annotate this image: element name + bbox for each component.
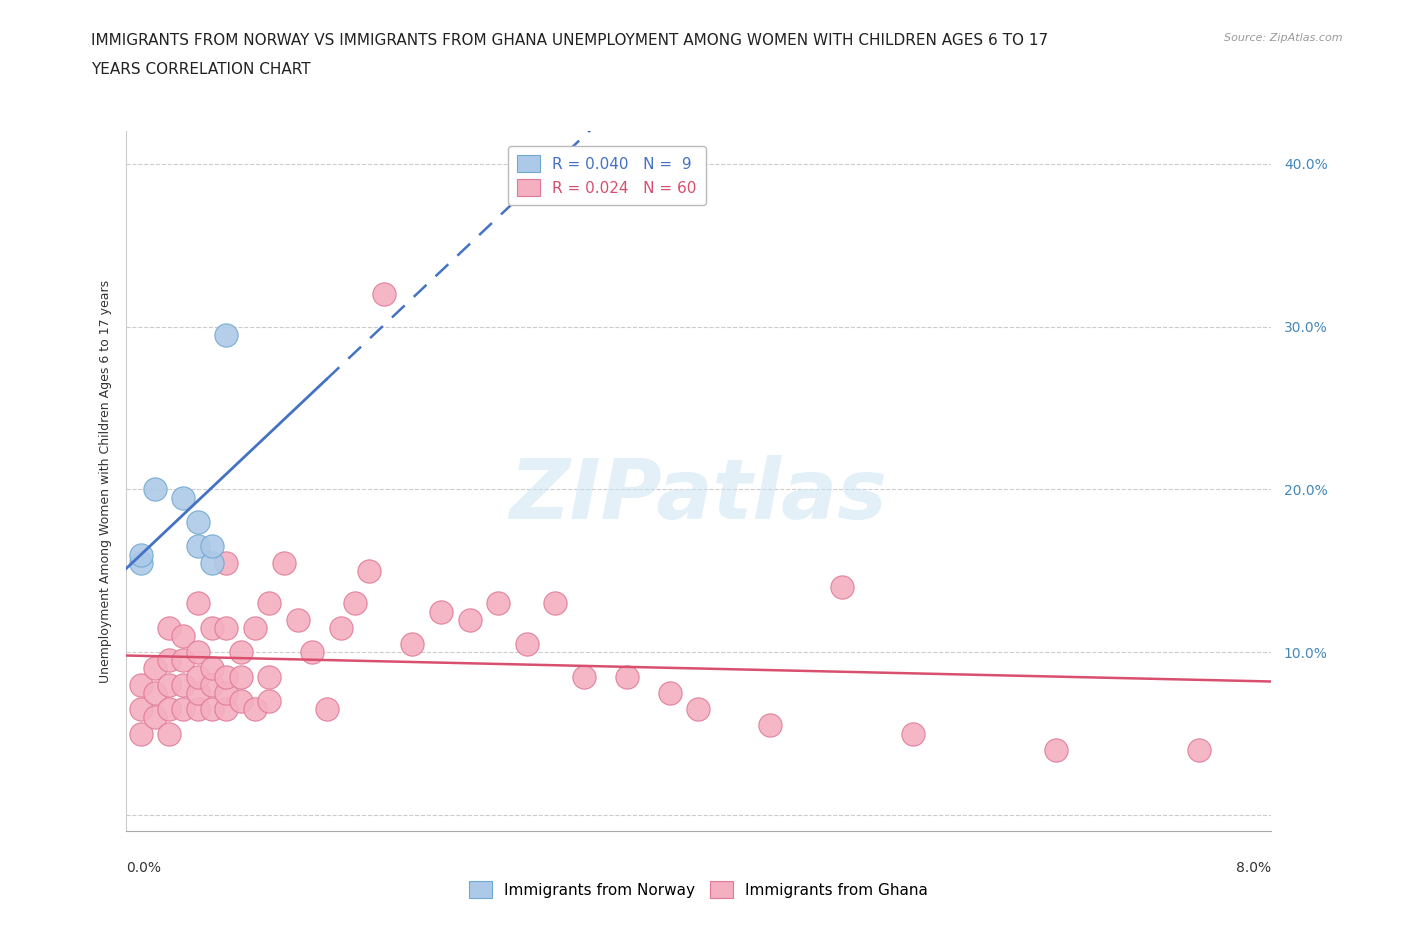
Point [688, 702, 710, 717]
Point [1188, 742, 1211, 757]
Text: IMMIGRANTS FROM NORWAY VS IMMIGRANTS FROM GHANA UNEMPLOYMENT AMONG WOMEN WITH CH: IMMIGRANTS FROM NORWAY VS IMMIGRANTS FRO… [91, 33, 1049, 47]
Point [373, 286, 395, 301]
Point [187, 539, 209, 554]
Point [187, 596, 209, 611]
Point [157, 702, 180, 717]
Point [129, 555, 152, 570]
Point [201, 677, 224, 692]
Point [430, 604, 453, 619]
Point [458, 612, 481, 627]
Point [544, 596, 567, 611]
Point [172, 490, 194, 505]
Point [201, 555, 224, 570]
Point [187, 670, 209, 684]
Point [301, 644, 323, 659]
Point [344, 596, 367, 611]
Point [259, 596, 281, 611]
Point [243, 702, 266, 717]
Point [172, 629, 194, 644]
Text: YEARS CORRELATION CHART: YEARS CORRELATION CHART [91, 62, 311, 77]
Point [215, 555, 238, 570]
Point [229, 670, 252, 684]
Point [215, 685, 238, 700]
Point [616, 670, 638, 684]
Point [129, 547, 152, 562]
Point [129, 726, 152, 741]
Point [259, 694, 281, 709]
Point [658, 685, 681, 700]
Point [315, 702, 337, 717]
Point [273, 555, 295, 570]
Point [172, 653, 194, 668]
Text: 8.0%: 8.0% [1236, 861, 1271, 875]
Point [516, 637, 538, 652]
Point [1045, 742, 1067, 757]
Point [259, 670, 281, 684]
Y-axis label: Unemployment Among Women with Children Ages 6 to 17 years: Unemployment Among Women with Children A… [100, 280, 112, 683]
Point [759, 718, 782, 733]
Point [172, 677, 194, 692]
Point [243, 620, 266, 635]
Point [143, 482, 166, 497]
Point [201, 661, 224, 676]
Point [215, 670, 238, 684]
Point [215, 327, 238, 342]
Text: ZIPatlas: ZIPatlas [509, 455, 887, 536]
Point [831, 579, 853, 594]
Point [172, 702, 194, 717]
Point [287, 612, 309, 627]
Point [359, 564, 381, 578]
Point [143, 661, 166, 676]
Point [157, 677, 180, 692]
Point [215, 620, 238, 635]
Point [187, 514, 209, 529]
Point [157, 726, 180, 741]
Text: Source: ZipAtlas.com: Source: ZipAtlas.com [1225, 33, 1343, 43]
Point [187, 702, 209, 717]
Point [329, 620, 352, 635]
Point [143, 685, 166, 700]
Point [129, 677, 152, 692]
Point [215, 702, 238, 717]
Point [229, 694, 252, 709]
Point [187, 644, 209, 659]
Point [201, 539, 224, 554]
Point [401, 637, 423, 652]
Point [187, 685, 209, 700]
Point [201, 620, 224, 635]
Point [143, 710, 166, 724]
Point [229, 644, 252, 659]
Point [129, 702, 152, 717]
Point [486, 596, 509, 611]
Point [157, 653, 180, 668]
Point [157, 620, 180, 635]
Point [201, 702, 224, 717]
Text: 0.0%: 0.0% [127, 861, 162, 875]
Point [901, 726, 924, 741]
Point [572, 670, 595, 684]
Legend: Immigrants from Norway, Immigrants from Ghana: Immigrants from Norway, Immigrants from … [463, 875, 934, 904]
